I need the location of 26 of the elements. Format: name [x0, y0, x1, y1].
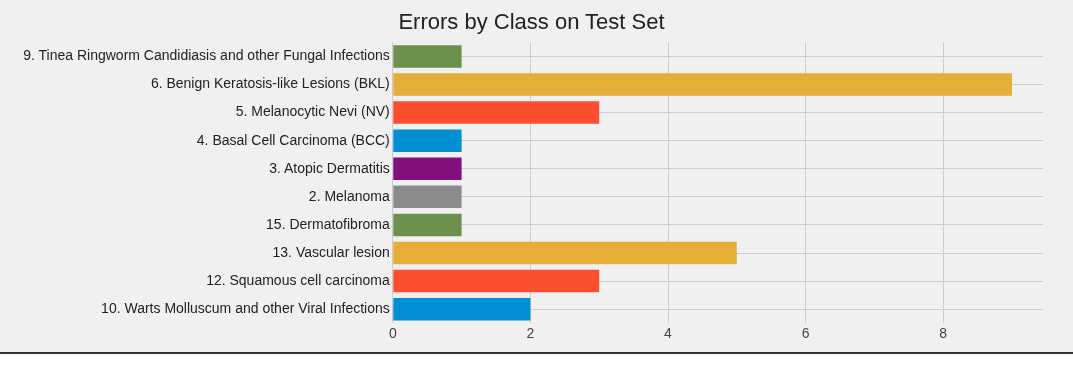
y-tick-label: 12. Squamous cell carcinoma [206, 271, 390, 288]
bar [393, 185, 462, 209]
bar [393, 129, 462, 152]
bar [393, 297, 531, 321]
bar [393, 45, 462, 68]
x-tick-label: 4 [664, 325, 673, 342]
y-tick-label: 5. Melanocytic Nevi (NV) [235, 103, 390, 120]
x-tick-label: 6 [801, 325, 810, 342]
x-tick-label: 8 [939, 325, 948, 342]
x-tick-label: 2 [526, 325, 535, 342]
y-tick-label: 10. Warts Molluscum and other Viral Infections [101, 300, 390, 317]
bar [393, 213, 462, 237]
y-tick-label: 3. Atopic Dermatitis [269, 159, 390, 176]
bar [393, 269, 600, 293]
y-tick-label: 15. Dermatofibroma [266, 215, 390, 232]
y-tick-label: 2. Melanoma [308, 187, 390, 204]
bar [393, 73, 1013, 96]
y-tick-label: 13. Vascular lesion [272, 243, 390, 260]
y-tick-label: 9. Tinea Ringworm Candidiasis and other Fungal Infections [23, 47, 390, 64]
bar [393, 101, 600, 124]
bar [393, 241, 737, 265]
y-tick-label: 6. Benign Keratosis-like Lesions (BKL) [150, 75, 390, 92]
y-tick-label: 4. Basal Cell Carcinoma (BCC) [196, 131, 390, 148]
x-tick-label: 0 [388, 325, 397, 342]
bar [393, 157, 462, 180]
chart-title: Errors by Class on Test Set [398, 9, 665, 35]
